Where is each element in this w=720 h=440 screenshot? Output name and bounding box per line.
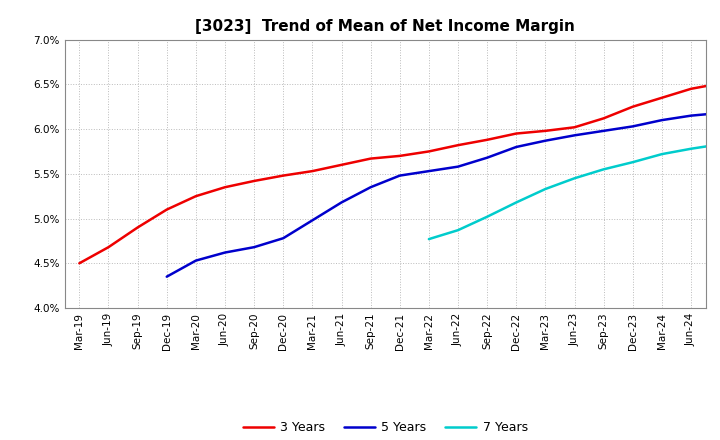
Legend: 3 Years, 5 Years, 7 Years: 3 Years, 5 Years, 7 Years bbox=[238, 416, 533, 439]
7 Years bbox=[541, 187, 550, 192]
5 Years bbox=[687, 113, 696, 118]
7 Years bbox=[570, 176, 579, 181]
7 Years bbox=[629, 160, 637, 165]
3 Years bbox=[220, 185, 229, 190]
5 Years bbox=[366, 185, 375, 190]
7 Years bbox=[657, 151, 666, 157]
3 Years bbox=[512, 131, 521, 136]
5 Years bbox=[629, 124, 637, 129]
3 Years bbox=[192, 194, 200, 199]
3 Years bbox=[366, 156, 375, 161]
5 Years bbox=[657, 117, 666, 123]
5 Years bbox=[163, 274, 171, 279]
5 Years bbox=[541, 138, 550, 143]
5 Years bbox=[308, 218, 317, 223]
3 Years bbox=[599, 116, 608, 121]
3 Years bbox=[483, 137, 492, 143]
3 Years bbox=[104, 245, 113, 250]
3 Years bbox=[75, 260, 84, 266]
Title: [3023]  Trend of Mean of Net Income Margin: [3023] Trend of Mean of Net Income Margi… bbox=[195, 19, 575, 34]
7 Years bbox=[716, 142, 720, 147]
5 Years bbox=[220, 250, 229, 255]
3 Years bbox=[337, 162, 346, 168]
7 Years bbox=[599, 167, 608, 172]
3 Years bbox=[308, 169, 317, 174]
3 Years bbox=[629, 104, 637, 110]
7 Years bbox=[687, 146, 696, 151]
7 Years bbox=[454, 227, 462, 233]
3 Years bbox=[425, 149, 433, 154]
7 Years bbox=[425, 236, 433, 242]
3 Years bbox=[657, 95, 666, 100]
3 Years bbox=[454, 143, 462, 148]
5 Years bbox=[337, 200, 346, 205]
3 Years bbox=[570, 125, 579, 130]
5 Years bbox=[425, 169, 433, 174]
5 Years bbox=[512, 144, 521, 150]
3 Years bbox=[279, 173, 287, 178]
3 Years bbox=[250, 178, 258, 183]
5 Years bbox=[570, 133, 579, 138]
3 Years bbox=[133, 225, 142, 230]
5 Years bbox=[599, 128, 608, 133]
7 Years bbox=[512, 200, 521, 205]
5 Years bbox=[454, 164, 462, 169]
5 Years bbox=[395, 173, 404, 178]
3 Years bbox=[163, 207, 171, 212]
5 Years bbox=[192, 258, 200, 263]
3 Years bbox=[716, 81, 720, 86]
Line: 5 Years: 5 Years bbox=[167, 110, 720, 277]
5 Years bbox=[716, 110, 720, 116]
Line: 3 Years: 3 Years bbox=[79, 75, 720, 263]
3 Years bbox=[687, 86, 696, 92]
5 Years bbox=[250, 245, 258, 250]
5 Years bbox=[483, 155, 492, 160]
3 Years bbox=[395, 153, 404, 158]
Line: 7 Years: 7 Years bbox=[429, 138, 720, 239]
3 Years bbox=[541, 128, 550, 133]
7 Years bbox=[483, 214, 492, 220]
5 Years bbox=[279, 235, 287, 241]
